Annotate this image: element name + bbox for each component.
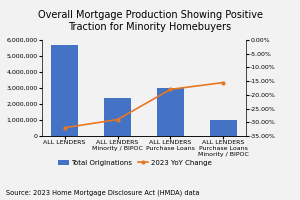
- Legend: Total Originations, 2023 YoY Change: Total Originations, 2023 YoY Change: [56, 157, 214, 169]
- Bar: [157, 88, 184, 136]
- Bar: [104, 98, 131, 136]
- Bar: [210, 120, 237, 136]
- Text: Overall Mortgage Production Showing Positive
Traction for Minority Homebuyers: Overall Mortgage Production Showing Posi…: [38, 10, 262, 32]
- Bar: [51, 45, 78, 136]
- Text: Source: 2023 Home Mortgage Disclosure Act (HMDA) data: Source: 2023 Home Mortgage Disclosure Ac…: [6, 190, 200, 196]
